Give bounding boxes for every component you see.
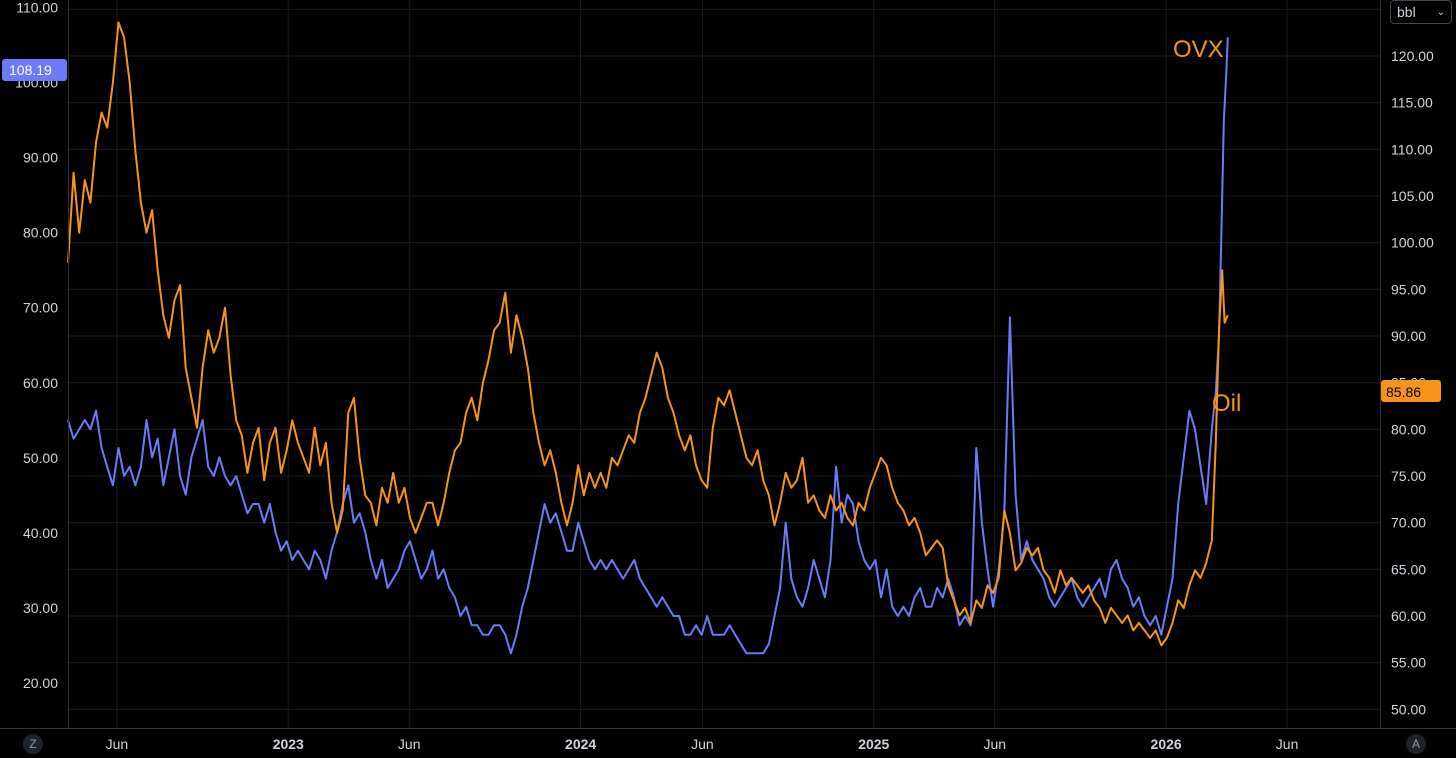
right-tick-label: 80.00 — [1391, 421, 1426, 437]
right-price-badge-text: 85.86 — [1386, 384, 1421, 400]
right-tick-label: 110.00 — [1391, 141, 1433, 157]
left-tick-label: 60.00 — [23, 375, 58, 391]
right-tick-label: 95.00 — [1391, 281, 1426, 297]
right-tick-label: 100.00 — [1391, 235, 1434, 251]
left-axis: 110.00100.0090.0080.0070.0060.0050.0040.… — [15, 0, 58, 691]
zoom-reset-label: Z — [29, 737, 37, 751]
right-tick-label: 105.00 — [1391, 188, 1434, 204]
left-tick-label: 90.00 — [23, 150, 58, 166]
x-tick-label: Jun — [1276, 736, 1299, 752]
zoom-reset-button[interactable]: Z — [23, 734, 43, 754]
left-tick-label: 110.00 — [16, 0, 58, 16]
x-tick-label: Jun — [106, 736, 129, 752]
left-tick-label: 50.00 — [23, 450, 58, 466]
left-price-badge-text: 108.19 — [9, 62, 52, 78]
chevron-down-icon: ⌄ — [1436, 6, 1445, 18]
x-tick-label: Jun — [983, 736, 1006, 752]
right-tick-label: 75.00 — [1391, 468, 1426, 484]
right-tick-label: 50.00 — [1391, 701, 1426, 717]
series-layer — [67, 21, 1229, 655]
auto-scale-label: A — [1411, 737, 1420, 751]
grid — [68, 0, 1380, 728]
series-line-oil — [67, 37, 1229, 655]
x-tick-label: 2023 — [273, 736, 304, 752]
left-tick-label: 20.00 — [23, 675, 58, 691]
x-tick-label: 2025 — [858, 736, 889, 752]
left-tick-label: 70.00 — [23, 300, 58, 316]
right-tick-label: 55.00 — [1391, 655, 1426, 671]
x-tick-label: 2024 — [565, 736, 596, 752]
left-tick-label: 80.00 — [23, 225, 58, 241]
left-tick-label: 40.00 — [23, 525, 58, 541]
x-axis: Jun 2023 Jun 2024 Jun 2025 Jun 2026 Jun — [106, 736, 1299, 752]
x-tick-label: Jun — [691, 736, 714, 752]
left-price-badge: 108.19 — [2, 59, 67, 81]
x-tick-label: Jun — [398, 736, 421, 752]
auto-scale-button[interactable]: A — [1406, 734, 1426, 754]
unit-dropdown[interactable]: bbl ⌄ — [1390, 0, 1452, 24]
annotation-oil: Oil — [1212, 390, 1241, 417]
annotation-ovx: OVX — [1173, 36, 1224, 63]
right-price-badge: 85.86 — [1381, 380, 1441, 402]
right-tick-label: 115.00 — [1391, 95, 1433, 111]
series-line-ovx — [67, 21, 1229, 647]
unit-label: bbl — [1397, 4, 1416, 20]
left-tick-label: 30.00 — [23, 600, 58, 616]
x-tick-label: 2026 — [1151, 736, 1182, 752]
right-tick-label: 60.00 — [1391, 608, 1426, 624]
right-tick-label: 65.00 — [1391, 561, 1426, 577]
right-tick-label: 120.00 — [1391, 48, 1434, 64]
right-tick-label: 70.00 — [1391, 515, 1426, 531]
right-tick-label: 90.00 — [1391, 328, 1426, 344]
